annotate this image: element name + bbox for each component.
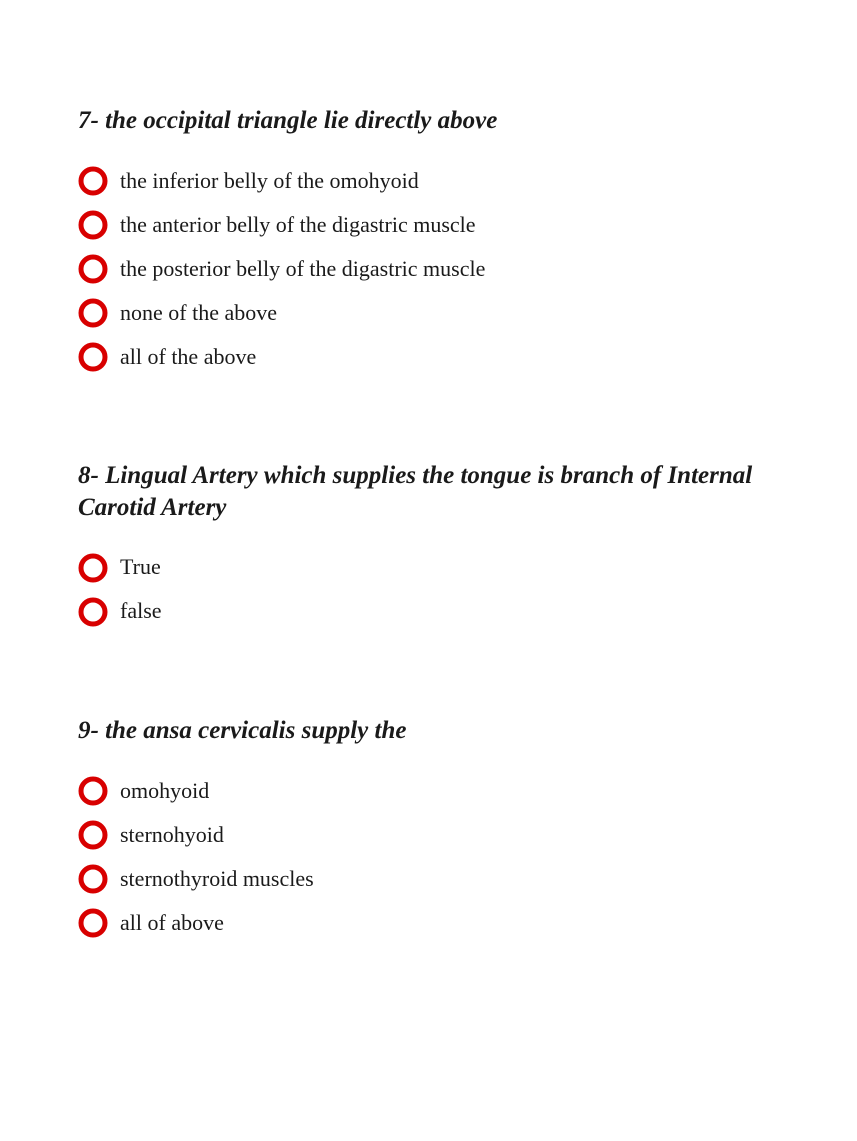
question-8: 8- Lingual Artery which supplies the ton…	[78, 460, 787, 627]
question-title: 9- the ansa cervicalis supply the	[78, 715, 787, 746]
radio-icon[interactable]	[78, 597, 108, 627]
radio-icon[interactable]	[78, 210, 108, 240]
radio-icon[interactable]	[78, 342, 108, 372]
radio-icon[interactable]	[78, 908, 108, 938]
option-label: the anterior belly of the digastric musc…	[120, 211, 476, 240]
radio-icon[interactable]	[78, 776, 108, 806]
question-9: 9- the ansa cervicalis supply the omohyo…	[78, 715, 787, 938]
option-row[interactable]: false	[78, 597, 787, 627]
radio-icon[interactable]	[78, 864, 108, 894]
option-label: sternothyroid muscles	[120, 865, 314, 894]
option-row[interactable]: the posterior belly of the digastric mus…	[78, 254, 787, 284]
radio-icon[interactable]	[78, 254, 108, 284]
question-title: 7- the occipital triangle lie directly a…	[78, 105, 787, 136]
option-label: false	[120, 597, 162, 626]
option-label: the posterior belly of the digastric mus…	[120, 255, 485, 284]
option-row[interactable]: True	[78, 553, 787, 583]
option-label: all of above	[120, 909, 224, 938]
option-row[interactable]: all of the above	[78, 342, 787, 372]
radio-icon[interactable]	[78, 166, 108, 196]
question-title: 8- Lingual Artery which supplies the ton…	[78, 460, 787, 523]
option-label: all of the above	[120, 343, 256, 372]
option-label: sternohyoid	[120, 821, 224, 850]
option-row[interactable]: the anterior belly of the digastric musc…	[78, 210, 787, 240]
radio-icon[interactable]	[78, 553, 108, 583]
option-label: the inferior belly of the omohyoid	[120, 167, 419, 196]
option-row[interactable]: the inferior belly of the omohyoid	[78, 166, 787, 196]
option-row[interactable]: sternothyroid muscles	[78, 864, 787, 894]
quiz-page: 7- the occipital triangle lie directly a…	[0, 0, 857, 1012]
option-label: none of the above	[120, 299, 277, 328]
radio-icon[interactable]	[78, 820, 108, 850]
question-7: 7- the occipital triangle lie directly a…	[78, 105, 787, 372]
option-row[interactable]: sternohyoid	[78, 820, 787, 850]
option-row[interactable]: omohyoid	[78, 776, 787, 806]
option-label: True	[120, 553, 161, 582]
option-row[interactable]: all of above	[78, 908, 787, 938]
option-label: omohyoid	[120, 777, 209, 806]
radio-icon[interactable]	[78, 298, 108, 328]
option-row[interactable]: none of the above	[78, 298, 787, 328]
